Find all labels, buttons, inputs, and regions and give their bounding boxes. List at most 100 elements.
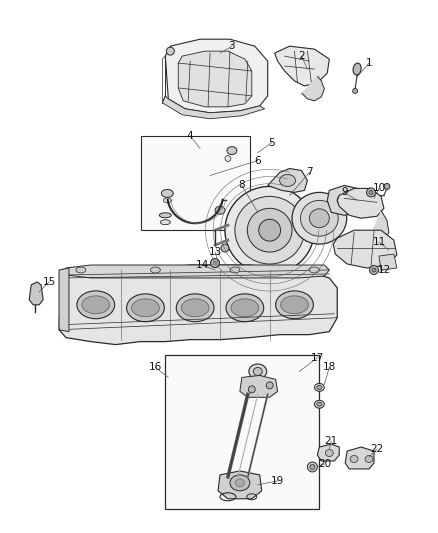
Ellipse shape	[307, 462, 318, 472]
Ellipse shape	[384, 183, 390, 189]
Text: 18: 18	[323, 362, 336, 373]
Ellipse shape	[225, 187, 314, 274]
Ellipse shape	[248, 386, 255, 393]
Polygon shape	[59, 268, 69, 332]
Ellipse shape	[350, 456, 358, 463]
Text: 8: 8	[239, 181, 245, 190]
Text: 1: 1	[366, 58, 372, 68]
Polygon shape	[318, 444, 339, 461]
Text: 17: 17	[311, 352, 324, 362]
Ellipse shape	[247, 208, 292, 252]
Text: 20: 20	[318, 459, 331, 469]
Text: 9: 9	[341, 188, 347, 197]
Polygon shape	[333, 230, 397, 268]
Ellipse shape	[370, 265, 378, 274]
Text: 12: 12	[377, 265, 391, 275]
Ellipse shape	[226, 294, 264, 322]
Text: 11: 11	[372, 237, 385, 247]
Ellipse shape	[230, 267, 240, 273]
Ellipse shape	[231, 299, 259, 317]
Text: 16: 16	[149, 362, 162, 373]
Ellipse shape	[314, 383, 324, 391]
Polygon shape	[165, 39, 268, 113]
Ellipse shape	[317, 402, 322, 406]
Ellipse shape	[369, 190, 373, 195]
Ellipse shape	[281, 296, 308, 314]
Polygon shape	[29, 282, 43, 305]
Polygon shape	[59, 265, 337, 345]
Ellipse shape	[266, 382, 273, 389]
Ellipse shape	[159, 213, 171, 218]
Ellipse shape	[227, 147, 237, 155]
Ellipse shape	[163, 198, 171, 203]
Ellipse shape	[367, 188, 375, 197]
Bar	[141, 136, 250, 230]
Text: 15: 15	[42, 277, 56, 287]
Ellipse shape	[337, 195, 351, 206]
Text: 5: 5	[268, 138, 275, 148]
Ellipse shape	[341, 197, 347, 203]
Ellipse shape	[300, 200, 338, 236]
Ellipse shape	[160, 220, 170, 225]
Ellipse shape	[211, 259, 219, 268]
Text: 6: 6	[254, 156, 261, 166]
Ellipse shape	[213, 261, 217, 265]
Ellipse shape	[309, 209, 329, 228]
Ellipse shape	[166, 47, 174, 55]
Ellipse shape	[225, 156, 231, 161]
Ellipse shape	[317, 385, 322, 389]
Ellipse shape	[309, 267, 319, 273]
Ellipse shape	[279, 174, 296, 187]
Text: 13: 13	[208, 247, 222, 257]
Text: 4: 4	[187, 131, 194, 141]
Text: 14: 14	[195, 260, 209, 270]
Polygon shape	[337, 188, 384, 218]
Ellipse shape	[253, 367, 262, 375]
Ellipse shape	[372, 268, 376, 272]
Polygon shape	[66, 265, 329, 278]
Polygon shape	[268, 168, 307, 192]
Text: 22: 22	[371, 444, 384, 454]
Ellipse shape	[353, 63, 361, 75]
Polygon shape	[345, 447, 374, 469]
Ellipse shape	[127, 294, 164, 322]
Ellipse shape	[235, 479, 244, 487]
Text: 3: 3	[229, 41, 235, 51]
Text: 2: 2	[298, 51, 305, 61]
Ellipse shape	[230, 475, 250, 491]
Polygon shape	[162, 96, 265, 119]
Polygon shape	[275, 46, 329, 86]
Ellipse shape	[365, 456, 373, 463]
Ellipse shape	[131, 299, 159, 317]
Polygon shape	[379, 254, 397, 270]
Ellipse shape	[325, 449, 333, 456]
Ellipse shape	[181, 299, 209, 317]
Polygon shape	[301, 76, 324, 101]
Ellipse shape	[176, 294, 214, 322]
Polygon shape	[327, 185, 361, 215]
Ellipse shape	[310, 464, 315, 470]
Ellipse shape	[292, 192, 347, 244]
Ellipse shape	[235, 196, 304, 264]
Text: 10: 10	[372, 183, 385, 193]
Ellipse shape	[249, 364, 267, 379]
Ellipse shape	[353, 88, 357, 93]
Ellipse shape	[215, 206, 225, 214]
Polygon shape	[240, 375, 278, 397]
Text: 21: 21	[325, 436, 338, 446]
Ellipse shape	[161, 189, 173, 197]
Ellipse shape	[221, 244, 229, 252]
Ellipse shape	[77, 291, 115, 319]
Ellipse shape	[150, 267, 160, 273]
Text: 19: 19	[271, 476, 284, 486]
Polygon shape	[178, 51, 252, 107]
Polygon shape	[218, 471, 262, 499]
Bar	[165, 354, 319, 508]
Ellipse shape	[76, 267, 86, 273]
Polygon shape	[369, 211, 389, 242]
Ellipse shape	[82, 296, 110, 314]
Ellipse shape	[314, 400, 324, 408]
Ellipse shape	[259, 219, 281, 241]
Text: 7: 7	[306, 167, 313, 177]
Ellipse shape	[276, 291, 314, 319]
